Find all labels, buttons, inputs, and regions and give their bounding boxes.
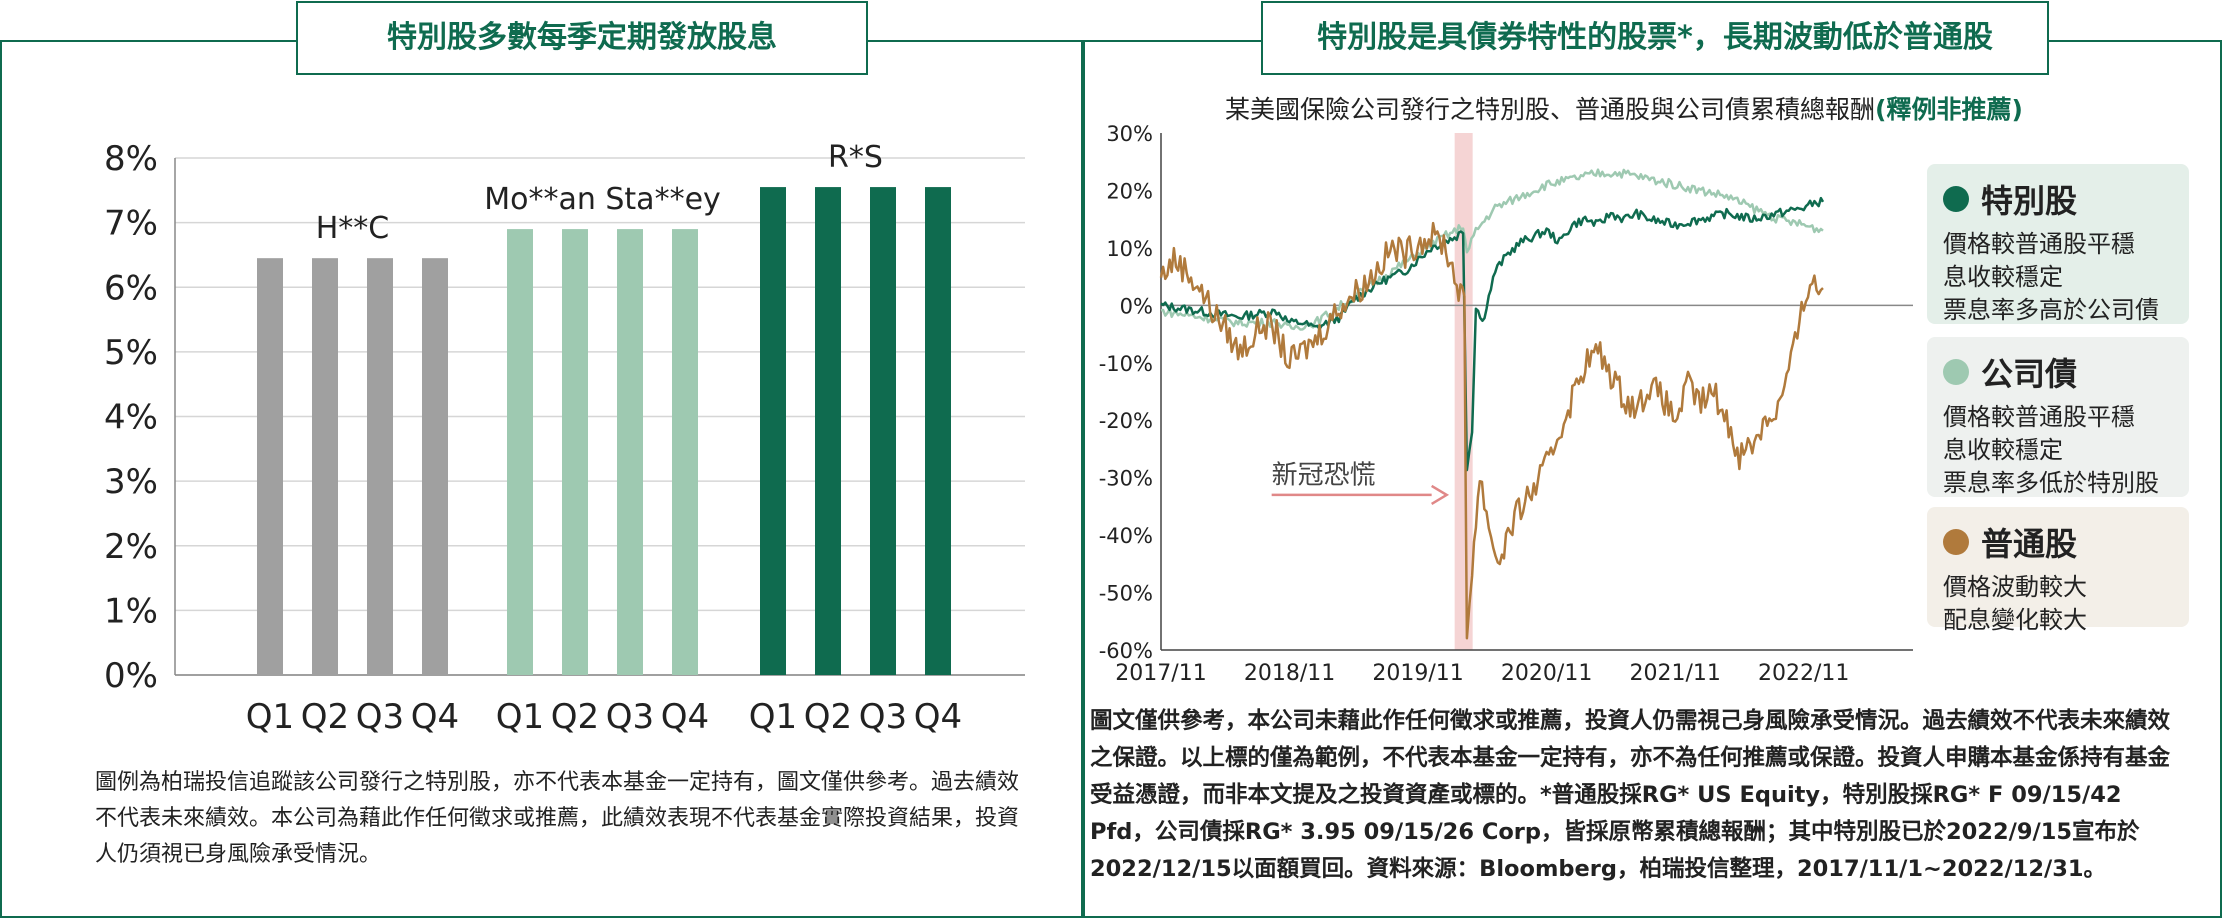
x-tick-label: Q1: [496, 697, 544, 737]
legend-name: 特別股: [1981, 182, 2078, 220]
legend-dot-icon: [1943, 529, 1969, 555]
annotation-arrow-head: [1431, 484, 1450, 505]
line-chart-subtitle: 某美國保險公司發行之特別股、普通股與公司債累積總報酬(釋例非推薦): [1225, 90, 2023, 126]
bar: [760, 187, 786, 676]
series-line: [1160, 196, 1825, 472]
legend-dot-icon: [1943, 186, 1969, 212]
y-tick-label: 1%: [104, 591, 158, 631]
quarterly-dividend-bar-chart: 0%1%2%3%4%5%6%7%8%Q1 Q2 Q3 Q4H**CQ1 Q2 Q3 Q4Mo…: [104, 139, 1025, 737]
y-tick-label: 4%: [104, 398, 158, 438]
y-tick-label: 5%: [104, 333, 158, 373]
x-tick-label: Q4: [411, 697, 459, 737]
y-tick-label: 2%: [104, 527, 158, 567]
legend-title: 普通股: [1943, 519, 2173, 565]
y-tick-label: -20%: [1099, 409, 1153, 433]
bar: [367, 258, 393, 675]
legend-description: 息收較穩定: [1943, 436, 2063, 464]
left-panel-note: 圖例為柏瑞投信追蹤該公司發行之特別股，亦不代表本基金一定持有，圖文僅供參考。過去…: [95, 770, 1020, 867]
x-tick-label: 2020/11: [1501, 661, 1592, 686]
x-tick-label: Q2: [804, 697, 852, 737]
legend-description: 配息變化較大: [1943, 606, 2087, 634]
right-panel-title: 特別股是具債券特性的股票*，長期波動低於普通股: [1261, 1, 2049, 75]
series-line: [1159, 221, 1824, 640]
y-tick-label: -50%: [1099, 582, 1153, 606]
bar: [312, 258, 338, 675]
bar: [815, 187, 841, 676]
x-tick-label: 2022/11: [1758, 661, 1849, 686]
group-label: H**C: [316, 211, 390, 246]
legend-description: 票息率多高於公司債: [1943, 296, 2159, 324]
legend-card: 特別股價格較普通股平穩 息收較穩定票息率多高於公司債: [1927, 164, 2189, 324]
group-label: R*S: [828, 140, 883, 175]
bar: [870, 187, 896, 676]
y-tick-label: 8%: [104, 139, 158, 179]
subtitle-text: 某美國保險公司發行之特別股、普通股與公司債累積總報酬: [1225, 95, 1876, 124]
bar: [507, 229, 533, 675]
cumulative-return-line-chart: 30% 20% 10% 0% -10% -20% -30% -40% -50% -60%2017/…: [1099, 122, 1913, 686]
annotation-label: 新冠恐慌: [1272, 461, 1376, 491]
legend-name: 公司債: [1981, 355, 2078, 393]
legend-description: 息收較穩定: [1943, 263, 2063, 291]
x-tick-label: 2018/11: [1244, 661, 1335, 686]
right-panel-note: 圖文僅供參考，本公司未藉此作任何徵求或推薦，投資人仍需視己身風險承受情況。過去績…: [1090, 708, 2171, 882]
y-tick-label: 0%: [1120, 294, 1153, 318]
x-tick-label: Q3: [859, 697, 907, 737]
x-tick-label: Q1: [749, 697, 797, 737]
y-tick-label: 20%: [1106, 179, 1153, 203]
x-tick-label: Q4: [914, 697, 962, 737]
left-panel-title: 特別股多數每季定期發放股息: [296, 1, 868, 75]
x-tick-label: Q4: [661, 697, 709, 737]
bar: [925, 187, 951, 676]
x-tick-label: 2019/11: [1372, 661, 1463, 686]
x-tick-label: Q2: [551, 697, 599, 737]
x-tick-label: 2021/11: [1629, 661, 1720, 686]
bar: [422, 258, 448, 675]
bar: [672, 229, 698, 675]
bar: [562, 229, 588, 675]
x-tick-label: Q3: [356, 697, 404, 737]
legend-card: 普通股價格波動較大 配息變化較大: [1927, 507, 2189, 634]
y-tick-label: -10%: [1099, 352, 1153, 376]
covid-band: [1454, 133, 1473, 650]
x-tick-label: 2017/11: [1115, 661, 1206, 686]
x-tick-label: Q2: [301, 697, 349, 737]
legend-title: 特別股: [1943, 176, 2173, 222]
bar: [617, 229, 643, 675]
y-tick-label: 30%: [1106, 122, 1153, 146]
y-tick-label: 6%: [104, 268, 158, 308]
y-tick-label: 7%: [104, 204, 158, 244]
y-tick-label: -60%: [1099, 639, 1153, 663]
legend-title: 公司債: [1943, 349, 2173, 395]
y-tick-label: 3%: [104, 462, 158, 502]
legend-description: 票息率多低於特別股: [1943, 469, 2159, 497]
group-label: Mo**an Sta**ey: [484, 182, 721, 217]
legend-dot-icon: [1943, 359, 1969, 385]
y-tick-label: 10%: [1106, 237, 1153, 261]
subtitle-emphasis: (釋例非推薦): [1875, 95, 2023, 124]
x-tick-label: Q3: [606, 697, 654, 737]
y-tick-label: -30%: [1099, 467, 1153, 491]
legend-description: 價格波動較大: [1943, 573, 2087, 601]
y-tick-label: 0%: [104, 656, 158, 696]
y-tick-label: -40%: [1099, 524, 1153, 548]
legend-card: 公司債價格較普通股平穩 息收較穩定票息率多低於特別股: [1927, 337, 2189, 497]
legend-name: 普通股: [1981, 525, 2078, 563]
legend-description: 價格較普通股平穩: [1943, 230, 2135, 258]
bar: [257, 258, 283, 675]
legend-description: 價格較普通股平穩: [1943, 403, 2135, 431]
x-tick-label: Q1: [246, 697, 294, 737]
